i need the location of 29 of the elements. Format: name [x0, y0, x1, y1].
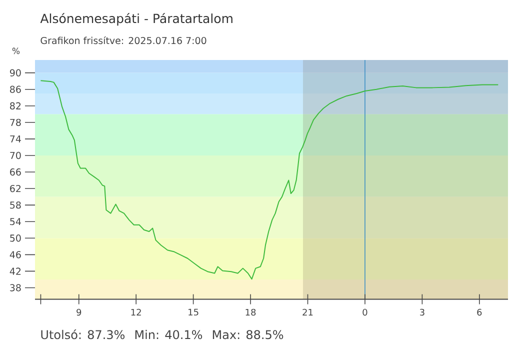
y-tick-label: 46 [10, 251, 21, 258]
y-axis-title: % [12, 48, 20, 54]
y-tick-label: 78 [10, 118, 21, 126]
text: Min: 40.1% [135, 330, 202, 340]
y-tick-label: 62 [10, 184, 21, 192]
x-tick-label: 15 [188, 308, 198, 316]
text: Max: 88.5% [212, 330, 284, 340]
x-tick-label: 21 [302, 308, 313, 316]
x-tick-label: 18 [246, 308, 256, 316]
x-tick-label: 12 [131, 308, 141, 316]
x-tick-label: 6 [477, 308, 482, 316]
x-tick-label: 3 [420, 308, 424, 316]
chart-title: Alsónemesapáti - Páratartalom [40, 12, 232, 26]
x-tick-label: 9 [76, 308, 82, 316]
x-tick-label: 0 [362, 308, 368, 316]
y-tick-label: 82 [10, 102, 21, 110]
text: Utolsó: 87.3% [41, 329, 125, 340]
y-tick-label: 90 [10, 69, 21, 76]
y-tick-label: 74 [10, 135, 21, 142]
y-tick-label: 66 [10, 168, 21, 176]
y-tick-label: 54 [10, 218, 21, 226]
y-tick-label: 58 [10, 201, 21, 209]
y-tick-label: 42 [10, 268, 21, 275]
y-tick-label: 38 [10, 284, 21, 292]
chart-subtitle: Grafikon frissítve: 2025.07.16 7:00 [40, 36, 206, 44]
y-tick-label: 70 [10, 152, 21, 160]
y-tick-label: 50 [10, 234, 21, 242]
line-series [40, 80, 499, 280]
y-tick-label: 86 [10, 86, 21, 93]
